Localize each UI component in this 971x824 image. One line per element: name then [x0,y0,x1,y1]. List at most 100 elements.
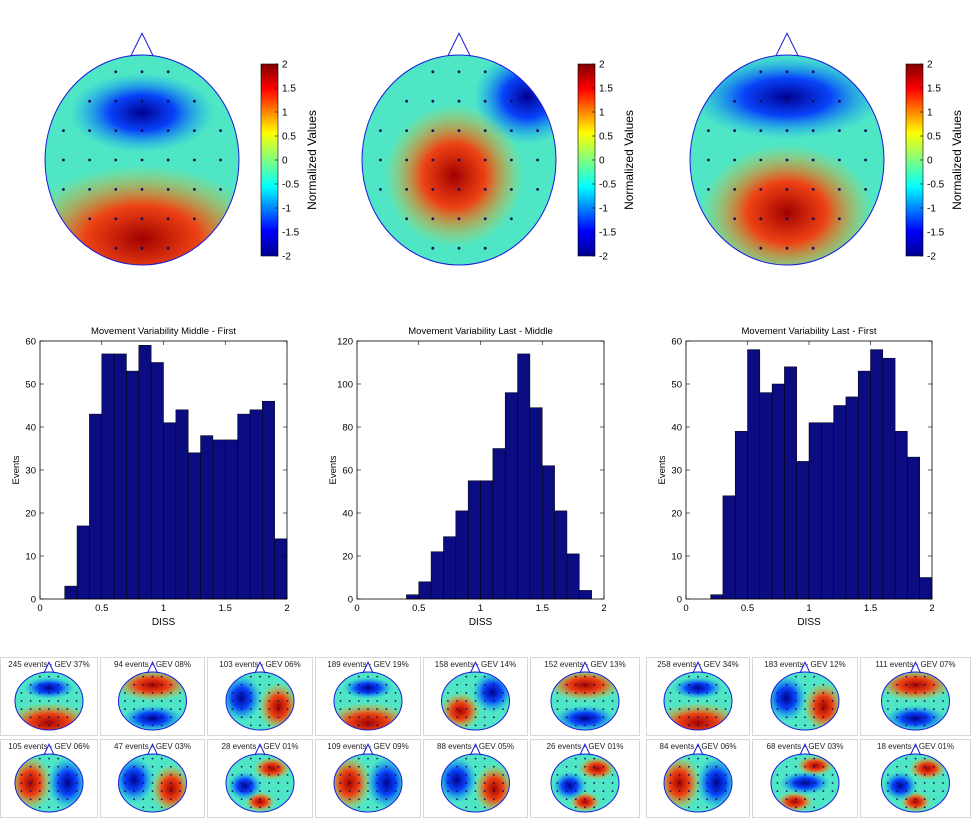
electrode-dot [905,675,908,678]
electrode-dot [715,782,718,784]
electrode-dot [465,782,468,784]
electrode-dot [687,798,690,801]
electrode-dot [715,691,718,694]
electrode-dot [219,188,222,191]
electrode-dot [465,724,468,727]
electrode-dot [357,757,360,760]
nose-outline [43,743,55,756]
electrode-dot [574,700,577,702]
electrode-dot [286,700,289,702]
electrode-dot [75,691,78,694]
electrode-dot [896,773,899,776]
electrode-dot [697,765,699,768]
electrode-dot [151,700,154,702]
potential-blob [578,756,616,781]
electrode-dot [813,691,816,694]
electrode-dot [678,683,681,686]
electrode-dot [66,683,69,686]
electrode-dot [697,806,699,809]
electrode-dot [259,798,261,801]
microstate-map [441,743,510,813]
y-tick-label: 60 [342,466,353,477]
electrode-dot [687,765,690,768]
electrode-dot [887,790,889,793]
electrode-dot [932,691,935,694]
colorbar-tick-label: 0.5 [282,132,296,143]
electrode-dot [268,790,271,793]
electrode-dot [932,765,935,768]
electrode-dot [166,188,170,191]
electrode-dot [456,790,459,793]
colorbar-tick-label: -1.5 [282,228,300,239]
electrode-dot [166,217,170,221]
electrode-dot [556,691,559,694]
electrode-dot [231,773,234,776]
head-outline [333,671,403,731]
electrode-grid [556,675,614,727]
electrode-dot [942,782,944,784]
electrode-dot [483,716,486,719]
electrode-dot [231,790,234,793]
electrode-dot [509,188,513,191]
electrode-dot [124,708,126,711]
histogram-bar [150,362,164,600]
electrode-dot [142,790,145,793]
electrode-dot [66,716,69,719]
electrode-dot [687,708,690,711]
electrode-dot [483,700,486,702]
electrode-dot [114,70,118,74]
electrode-dot [38,757,41,760]
electrode-dot [822,798,825,801]
x-tick-label: 0.5 [741,603,754,614]
histogram-bar [212,439,226,600]
electrode-dot [376,806,379,809]
electrode-dot [896,716,899,719]
electrode-dot [794,806,797,809]
electrode-dot [831,790,834,793]
microstate-map [441,661,510,731]
electrode-dot [376,675,379,678]
electrode-dot [140,217,144,221]
electrode-dot [474,708,477,711]
electrode-dot [259,724,261,727]
electrode-dot [813,765,816,768]
electrode-dot [385,782,388,784]
electrode-dot [29,716,32,719]
electrode-dot [923,765,926,768]
electrode-dot [492,716,495,719]
electrode-dot [57,798,60,801]
electrode-dot [474,782,477,784]
electrode-dot [367,708,369,711]
nose-outline [799,743,811,756]
electrode-dot [151,724,154,727]
electrode-dot [785,188,789,191]
potential-blob [45,165,239,265]
electrode-dot [896,782,899,784]
electrode-dot [697,683,699,686]
electrode-dot [584,716,586,719]
electrode-dot [593,806,596,809]
electrode-dot [813,773,816,776]
electrode-dot [142,700,145,702]
electrode-dot [179,700,181,702]
electrode-dot [376,790,379,793]
electrode-dot [905,806,908,809]
x-tick-label: 0 [354,603,359,614]
electrode-dot [38,708,41,711]
microstate-map [663,743,733,813]
electrode-dot [733,188,737,191]
electrode-dot [465,798,468,801]
y-tick-label: 0 [31,595,36,606]
electrode-dot [483,188,487,191]
electrode-dot [697,782,699,784]
histogram-bar [747,349,761,600]
colorbar-tick-label: 0.5 [927,132,941,143]
electrode-dot [169,683,172,686]
histogram-bar [894,431,908,600]
electrode-dot [169,798,172,801]
electrode-grid [231,675,289,727]
electrode-dot [733,217,737,221]
electrode-dot [133,700,136,702]
